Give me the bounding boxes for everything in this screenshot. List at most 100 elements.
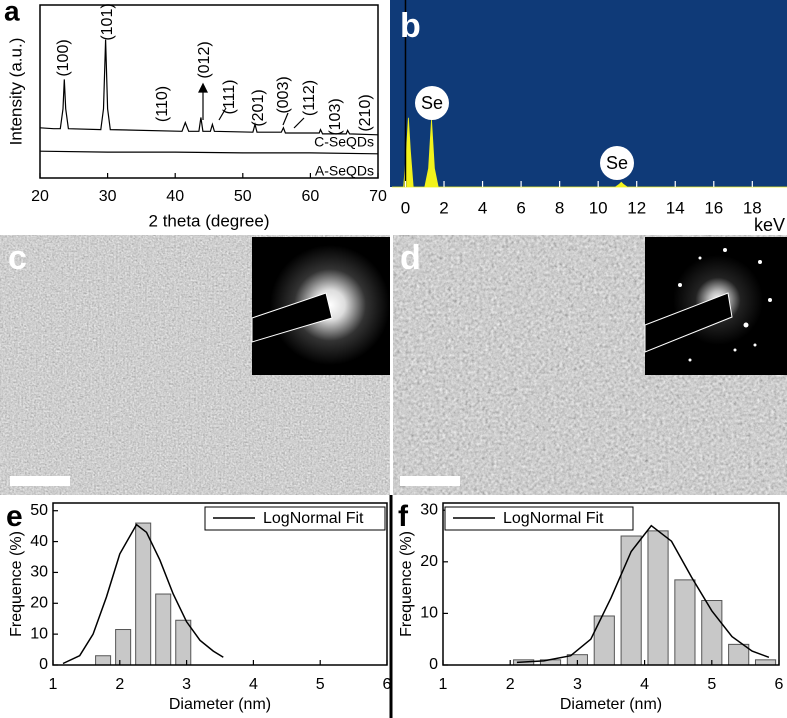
histogram-bar [593, 615, 615, 666]
series-label: C-SeQDs [314, 134, 374, 150]
y-tick-label: 0 [39, 656, 48, 673]
fit-line [62, 523, 224, 665]
x-tick-label: 60 [302, 188, 320, 205]
panel-label: a [4, 0, 20, 26]
histogram-bar [754, 659, 777, 666]
plot-frame [39, 4, 379, 179]
x-axis-label: 2 theta (degree) [149, 211, 270, 230]
y-tick-label: 0 [429, 656, 438, 673]
peak-arrows [198, 82, 305, 129]
x-tick-label: 20 [31, 188, 49, 205]
plot-frame [52, 502, 388, 666]
data-line [39, 150, 379, 155]
fit-line [516, 524, 770, 664]
x-tick-label: 2 [506, 676, 515, 693]
peak-label: (100) [55, 39, 72, 76]
x-tick-label: 16 [704, 198, 723, 217]
x-tick-label: 30 [99, 188, 117, 205]
x-tick-label: 6 [383, 676, 392, 693]
x-tick-label: 3 [182, 676, 191, 693]
beam-stop [251, 292, 333, 343]
histogram-bar [674, 579, 696, 666]
panel-label: c [8, 239, 27, 277]
x-tick-label: 2 [439, 198, 448, 217]
series-label: A-SeQDs [315, 163, 374, 179]
x-axis-label: Diameter (nm) [560, 696, 662, 713]
legend-label: LogNormal Fit [503, 510, 604, 527]
plot-frame [442, 502, 780, 666]
peak-label: (201) [250, 89, 267, 126]
y-tick-label: 10 [420, 605, 438, 622]
y-tick-label: 40 [30, 533, 48, 550]
x-tick-label: 70 [369, 188, 387, 205]
histogram-bar [95, 655, 112, 666]
y-tick-label: 10 [30, 625, 48, 642]
x-tick-label: 40 [166, 188, 184, 205]
peak-label: (112) [301, 80, 318, 116]
y-axis-label: Frequence (%) [398, 531, 415, 637]
scale-bar [10, 476, 70, 486]
peak-label: (210) [357, 94, 374, 131]
x-tick-label: 10 [589, 198, 608, 217]
x-axis-label: Diameter (nm) [169, 696, 271, 713]
x-tick-label: 3 [573, 676, 582, 693]
annotation-badge [600, 146, 634, 180]
legend-box [204, 506, 386, 531]
panel-label: d [400, 239, 421, 277]
y-tick-label: 30 [30, 564, 48, 581]
x-tick-label: 5 [316, 676, 325, 693]
x-tick-label: 4 [640, 676, 649, 693]
histogram-bar [647, 530, 669, 666]
diffraction-halo [270, 245, 390, 365]
y-axis-label: Frequence (%) [8, 531, 25, 637]
y-tick-label: 20 [30, 595, 48, 612]
peak-label: (003) [275, 76, 292, 113]
panel-label: f [398, 500, 409, 533]
x-tick-label: 2 [115, 676, 124, 693]
tem-image-c [0, 235, 390, 495]
element-label: Se [421, 93, 443, 113]
x-axis-label: keV [754, 215, 785, 235]
histogram-bar [155, 593, 172, 666]
legend-box [444, 506, 634, 531]
x-tick-label: 0 [401, 198, 410, 217]
x-tick-label: 12 [627, 198, 646, 217]
spectrum-area [392, 117, 787, 188]
histogram-bar [620, 535, 642, 666]
x-tick-label: 6 [775, 676, 784, 693]
peak-label: (012) [196, 41, 213, 78]
x-tick-label: 6 [516, 198, 525, 217]
x-tick-label: 18 [743, 198, 762, 217]
y-tick-label: 30 [420, 501, 438, 518]
data-line [39, 39, 379, 136]
peak-label: (110) [154, 86, 171, 122]
x-tick-label: 1 [439, 676, 448, 693]
element-label: Se [606, 153, 628, 173]
y-axis-label: Intensity (a.u.) [6, 38, 25, 146]
scale-bar [400, 476, 460, 486]
histogram-bar [115, 629, 132, 666]
peak-label: (101) [99, 3, 116, 40]
beam-stop [644, 292, 733, 353]
annotation-badge [415, 86, 449, 120]
y-tick-label: 20 [420, 553, 438, 570]
x-tick-label: 5 [707, 676, 716, 693]
x-tick-label: 4 [249, 676, 258, 693]
histogram-bar [135, 522, 152, 666]
peak-label: (111) [221, 80, 238, 115]
x-tick-label: 50 [234, 188, 252, 205]
diffraction-spots [678, 248, 772, 362]
panel-label: e [6, 500, 23, 533]
y-tick-label: 50 [30, 502, 48, 519]
plot-background [390, 0, 787, 187]
x-tick-label: 8 [555, 198, 564, 217]
histogram-bar [175, 619, 192, 666]
tem-image-d [393, 235, 787, 495]
peak-label: (103) [327, 98, 344, 135]
x-tick-label: 14 [666, 198, 685, 217]
panel-label: b [400, 7, 421, 45]
x-tick-label: 1 [49, 676, 58, 693]
histogram-bar [728, 643, 750, 666]
